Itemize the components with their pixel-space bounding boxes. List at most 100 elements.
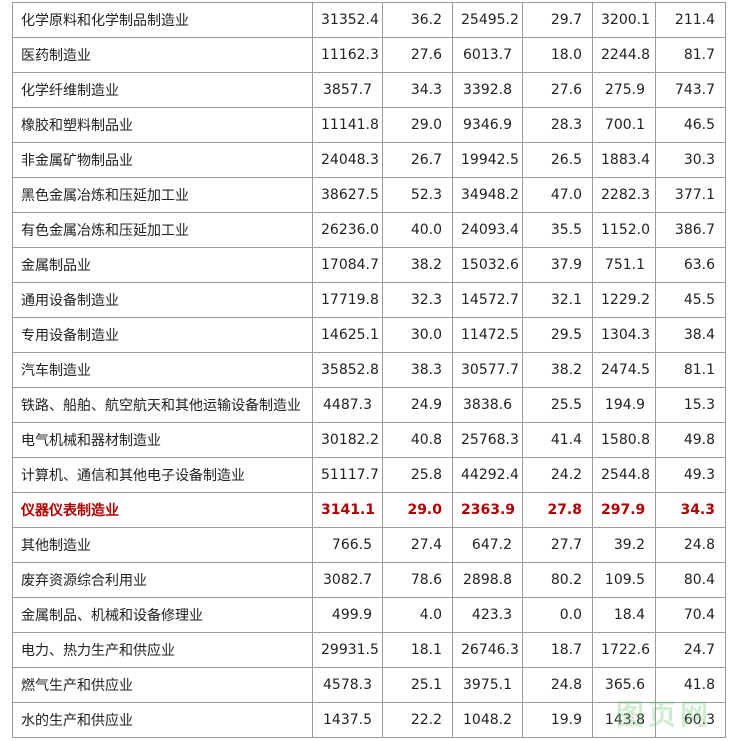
industry-cell: 水的生产和供应业 xyxy=(12,702,313,738)
value-cell: 80.4 xyxy=(655,562,726,598)
industry-cell: 铁路、船舶、航空航天和其他运输设备制造业 xyxy=(12,387,313,423)
value-cell: 51117.7 xyxy=(312,457,383,493)
table-row: 医药制造业 11162.3 27.6 6013.7 18.0 2244.8 81.7 xyxy=(12,37,726,73)
value-cell: 39.2 xyxy=(592,527,656,563)
value-cell: 26.7 xyxy=(382,142,453,178)
table-row: 计算机、通信和其他电子设备制造业 51117.7 25.8 44292.4 24.2 25… xyxy=(12,457,726,493)
value-cell: 2544.8 xyxy=(592,457,656,493)
value-cell: 3141.1 xyxy=(312,492,383,528)
table-row: 其他制造业 766.5 27.4 647.2 27.7 39.2 24.8 xyxy=(12,527,726,563)
table-row: 电气机械和器材制造业 30182.2 40.8 25768.3 41.4 1580.8 49… xyxy=(12,422,726,458)
value-cell: 3200.1 xyxy=(592,2,656,38)
value-cell: 29.7 xyxy=(522,2,593,38)
value-cell: 27.6 xyxy=(522,72,593,108)
industry-cell: 燃气生产和供应业 xyxy=(12,667,313,703)
table-row: 金属制品业 17084.7 38.2 15032.6 37.9 751.1 63.6 xyxy=(12,247,726,283)
value-cell: 1229.2 xyxy=(592,282,656,318)
value-cell: 81.1 xyxy=(655,352,726,388)
value-cell: 40.0 xyxy=(382,212,453,248)
value-cell: 15.3 xyxy=(655,387,726,423)
value-cell: 275.9 xyxy=(592,72,656,108)
industry-cell: 专用设备制造业 xyxy=(12,317,313,353)
value-cell: 4.0 xyxy=(382,597,453,633)
value-cell: 14572.7 xyxy=(452,282,523,318)
value-cell: 3082.7 xyxy=(312,562,383,598)
table-row: 专用设备制造业 14625.1 30.0 11472.5 29.5 1304.3 38.4 xyxy=(12,317,726,353)
value-cell: 60.3 xyxy=(655,702,726,738)
table-row: 化学纤维制造业 3857.7 34.3 3392.8 27.6 275.9 743.7 xyxy=(12,72,726,108)
industry-cell: 金属制品、机械和设备修理业 xyxy=(12,597,313,633)
value-cell: 30.3 xyxy=(655,142,726,178)
value-cell: 47.0 xyxy=(522,177,593,213)
value-cell: 0.0 xyxy=(522,597,593,633)
value-cell: 34.3 xyxy=(382,72,453,108)
value-cell: 25495.2 xyxy=(452,2,523,38)
value-cell: 15032.6 xyxy=(452,247,523,283)
value-cell: 17084.7 xyxy=(312,247,383,283)
value-cell: 30.0 xyxy=(382,317,453,353)
value-cell: 3857.7 xyxy=(312,72,383,108)
value-cell: 41.4 xyxy=(522,422,593,458)
value-cell: 4487.3 xyxy=(312,387,383,423)
table-row: 电力、热力生产和供应业 29931.5 18.1 26746.3 18.7 1722.6 2… xyxy=(12,632,726,668)
value-cell: 1580.8 xyxy=(592,422,656,458)
value-cell: 24048.3 xyxy=(312,142,383,178)
value-cell: 24.8 xyxy=(522,667,593,703)
value-cell: 27.8 xyxy=(522,492,593,528)
industry-cell: 有色金属冶炼和压延加工业 xyxy=(12,212,313,248)
table-row: 橡胶和塑料制品业 11141.8 29.0 9346.9 28.3 700.1 46.5 xyxy=(12,107,726,143)
industry-cell: 通用设备制造业 xyxy=(12,282,313,318)
value-cell: 1304.3 xyxy=(592,317,656,353)
table-row: 水的生产和供应业 1437.5 22.2 1048.2 19.9 143.8 60.3 xyxy=(12,702,726,738)
value-cell: 32.3 xyxy=(382,282,453,318)
value-cell: 19.9 xyxy=(522,702,593,738)
value-cell: 29.5 xyxy=(522,317,593,353)
value-cell: 27.4 xyxy=(382,527,453,563)
value-cell: 24093.4 xyxy=(452,212,523,248)
value-cell: 52.3 xyxy=(382,177,453,213)
value-cell: 18.0 xyxy=(522,37,593,73)
value-cell: 25.1 xyxy=(382,667,453,703)
value-cell: 35.5 xyxy=(522,212,593,248)
value-cell: 423.3 xyxy=(452,597,523,633)
value-cell: 1152.0 xyxy=(592,212,656,248)
value-cell: 46.5 xyxy=(655,107,726,143)
table-row: 有色金属冶炼和压延加工业 26236.0 40.0 24093.4 35.5 1152.0… xyxy=(12,212,726,248)
value-cell: 766.5 xyxy=(312,527,383,563)
value-cell: 499.9 xyxy=(312,597,383,633)
value-cell: 28.3 xyxy=(522,107,593,143)
table-body: 化学原料和化学制品制造业 31352.4 36.2 25495.2 29.7 3200.1… xyxy=(12,2,726,738)
value-cell: 2898.8 xyxy=(452,562,523,598)
industry-cell: 化学原料和化学制品制造业 xyxy=(12,2,313,38)
value-cell: 49.8 xyxy=(655,422,726,458)
value-cell: 29.0 xyxy=(382,492,453,528)
value-cell: 80.2 xyxy=(522,562,593,598)
value-cell: 2474.5 xyxy=(592,352,656,388)
value-cell: 25.8 xyxy=(382,457,453,493)
value-cell: 32.1 xyxy=(522,282,593,318)
value-cell: 297.9 xyxy=(592,492,656,528)
value-cell: 29931.5 xyxy=(312,632,383,668)
value-cell: 25.5 xyxy=(522,387,593,423)
industry-cell: 非金属矿物制品业 xyxy=(12,142,313,178)
value-cell: 3838.6 xyxy=(452,387,523,423)
value-cell: 45.5 xyxy=(655,282,726,318)
value-cell: 1437.5 xyxy=(312,702,383,738)
value-cell: 81.7 xyxy=(655,37,726,73)
value-cell: 6013.7 xyxy=(452,37,523,73)
table-row: 燃气生产和供应业 4578.3 25.1 3975.1 24.8 365.6 41.8 xyxy=(12,667,726,703)
value-cell: 2244.8 xyxy=(592,37,656,73)
value-cell: 211.4 xyxy=(655,2,726,38)
value-cell: 30182.2 xyxy=(312,422,383,458)
value-cell: 9346.9 xyxy=(452,107,523,143)
watermark: 图页网 xyxy=(615,698,712,731)
value-cell: 1722.6 xyxy=(592,632,656,668)
value-cell: 19942.5 xyxy=(452,142,523,178)
industry-cell: 橡胶和塑料制品业 xyxy=(12,107,313,143)
industry-cell: 医药制造业 xyxy=(12,37,313,73)
value-cell: 34.3 xyxy=(655,492,726,528)
value-cell: 377.1 xyxy=(655,177,726,213)
value-cell: 3392.8 xyxy=(452,72,523,108)
industry-cell: 金属制品业 xyxy=(12,247,313,283)
industry-cell: 化学纤维制造业 xyxy=(12,72,313,108)
